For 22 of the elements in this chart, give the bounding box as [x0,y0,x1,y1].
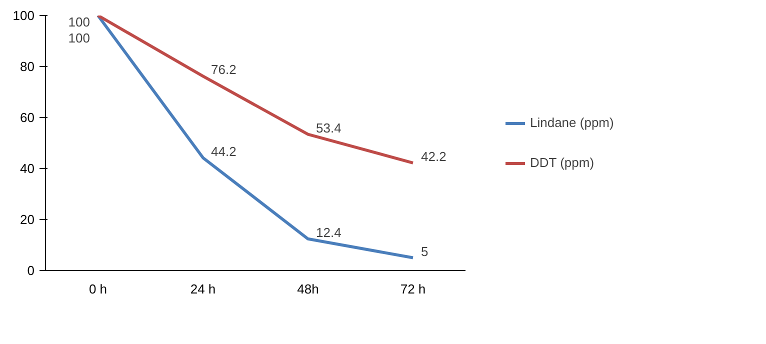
data-label: 5 [421,244,428,259]
y-tick-label: 40 [20,161,35,176]
data-label: 53.4 [316,120,342,136]
y-tick-label: 0 [27,263,35,278]
data-label: 44.2 [211,144,236,159]
x-tick-label: 24 h [190,282,216,296]
y-tick-label: 100 [12,8,35,23]
x-tick-label: 0 h [88,282,108,296]
y-tick-label: 20 [20,212,35,227]
x-tick-label: 48h [297,282,319,296]
data-label: 76.2 [211,62,236,78]
legend-label: DDT (ppm) [530,155,594,170]
data-label: 100 [68,30,90,46]
line-series [96,16,414,260]
y-tick-label: 60 [20,110,35,125]
data-label: 100 [68,14,90,30]
x-tick-label: 72 h [400,282,426,296]
y-tick-label: 80 [20,59,35,74]
legend-label: Lindane (ppm) [530,115,614,130]
data-label: 42.2 [421,148,446,164]
data-label: 12.4 [316,224,342,240]
line-series [96,16,414,164]
